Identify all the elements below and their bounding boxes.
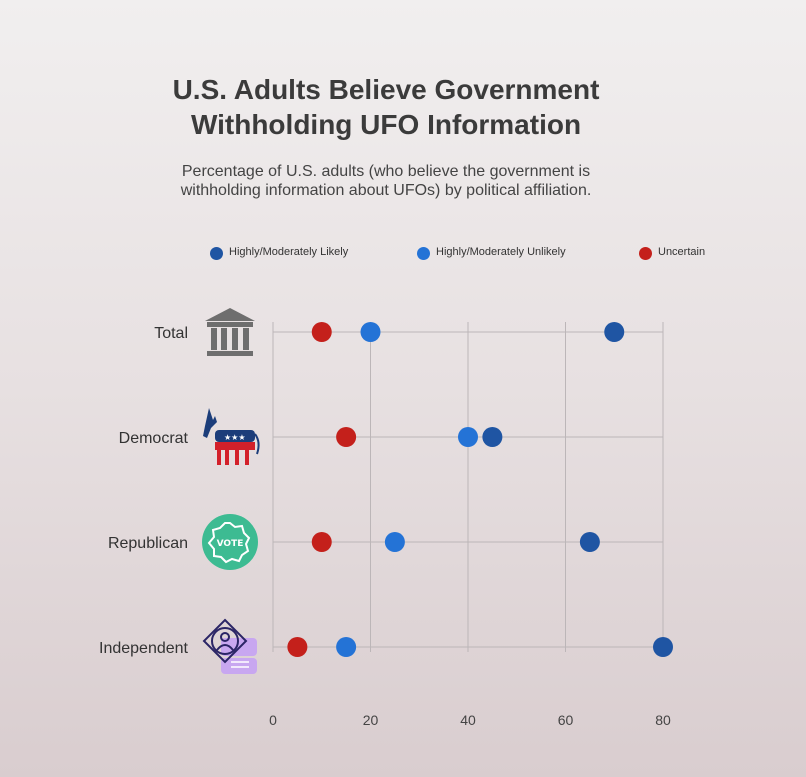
point-unlikely-independent	[336, 637, 357, 657]
person-target-icon	[202, 618, 257, 674]
legend-marker-unlikely	[417, 247, 430, 260]
chart-title: U.S. Adults Believe Government Withholdi…	[0, 72, 772, 142]
point-unlikely-republican	[384, 532, 405, 552]
x-tick-label-40: 40	[460, 712, 476, 728]
legend-item-unlikely: Highly/Moderately Unlikely	[417, 244, 566, 260]
chart-subtitle: Percentage of U.S. adults (who believe t…	[0, 162, 772, 200]
chart-subtitle-line-1: Percentage of U.S. adults (who believe t…	[181, 163, 591, 180]
point-unlikely-democrat	[458, 427, 478, 447]
point-uncertain-republican	[311, 532, 332, 552]
point-likely-independent	[653, 637, 673, 657]
chart-title-line-1: U.S. Adults Believe Government	[172, 74, 600, 105]
point-likely-democrat	[482, 427, 503, 447]
chart-title-line-2: Withholding UFO Information	[190, 109, 582, 140]
legend-marker-uncertain	[639, 247, 652, 260]
point-uncertain-independent	[287, 637, 308, 657]
category-label-independent: Independent	[99, 640, 189, 657]
legend-label-uncertain: Uncertain	[658, 246, 706, 258]
donkey-icon: ★★★	[203, 408, 260, 465]
point-uncertain-total	[311, 322, 332, 342]
legend-item-likely: Highly/Moderately Likely	[210, 244, 348, 260]
category-label-democrat: Democrat	[119, 430, 189, 447]
chart-subtitle-line-2: withholding information about UFOs) by p…	[180, 182, 592, 199]
legend-label-unlikely: Highly/Moderately Unlikely	[436, 246, 566, 258]
point-likely-republican	[579, 532, 600, 552]
legend-item-uncertain: Uncertain	[639, 244, 705, 260]
category-label-republican: Republican	[108, 535, 188, 552]
x-tick-label-80: 80	[655, 712, 671, 728]
institution-icon	[205, 308, 255, 356]
legend-label-likely: Highly/Moderately Likely	[229, 246, 349, 258]
point-unlikely-total	[360, 322, 381, 342]
x-tick-label-60: 60	[558, 712, 574, 728]
legend-marker-likely	[210, 247, 223, 260]
x-tick-label-20: 20	[363, 712, 379, 728]
svg-text:★★★: ★★★	[224, 433, 246, 442]
category-label-total: Total	[154, 325, 188, 342]
x-tick-label-0: 0	[269, 712, 277, 728]
point-likely-total	[604, 322, 625, 342]
svg-text:VOTE: VOTE	[217, 539, 244, 549]
vote-badge-icon: VOTE	[202, 514, 258, 570]
point-uncertain-democrat	[336, 427, 357, 447]
